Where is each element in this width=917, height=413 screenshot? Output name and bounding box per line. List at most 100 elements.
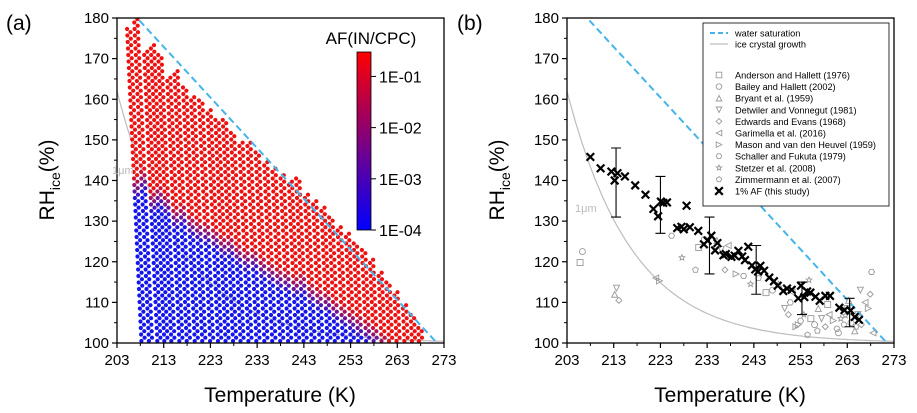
af-point: [339, 251, 345, 256]
af-point: [221, 124, 226, 129]
af-point: [234, 173, 239, 178]
literature-point: [857, 321, 865, 329]
af-point: [211, 173, 216, 178]
af-point: [189, 205, 194, 210]
panel-a-ytick-label: 180: [84, 10, 109, 27]
af-point: [259, 212, 264, 217]
af-point: [303, 208, 308, 214]
af-point: [262, 270, 267, 275]
af-point: [195, 166, 200, 171]
af-point: [162, 189, 167, 194]
af-point: [145, 238, 150, 243]
af-point: [286, 338, 291, 343]
af-point: [191, 238, 196, 243]
af-point: [206, 130, 211, 136]
af-point: [393, 319, 398, 324]
af-point: [185, 182, 190, 188]
af-point: [267, 199, 272, 204]
af-point: [309, 332, 314, 337]
af-point: [154, 332, 160, 337]
af-point: [255, 296, 260, 301]
af-point: [350, 303, 355, 308]
af-point: [149, 65, 154, 71]
af-point: [208, 182, 213, 188]
af-point: [310, 290, 315, 295]
af-point: [251, 199, 256, 204]
af-point: [190, 231, 196, 236]
af-point: [191, 319, 196, 324]
af-point: [143, 192, 148, 197]
panel-b-xtick-label: 263: [835, 352, 860, 369]
af-point: [171, 134, 176, 139]
af-point: [165, 91, 170, 97]
literature-point: [651, 274, 660, 282]
af-point: [262, 283, 268, 288]
af-point: [270, 182, 276, 188]
af-point: [132, 189, 137, 194]
af-point: [210, 215, 215, 220]
af-point: [176, 88, 181, 93]
af-point: [404, 309, 409, 314]
af-point: [234, 247, 239, 253]
af-point: [284, 244, 290, 249]
af-point: [317, 332, 322, 337]
af-point: [387, 283, 392, 288]
af-point: [273, 335, 278, 340]
af-point: [173, 192, 178, 197]
af-point: [159, 286, 164, 292]
af-point: [257, 173, 262, 178]
af-point: [315, 238, 321, 243]
af-point: [192, 176, 197, 181]
af-point: [136, 199, 141, 204]
af-point: [186, 208, 191, 214]
af-point: [242, 192, 248, 197]
af-point: [210, 153, 215, 158]
af-point: [323, 225, 328, 230]
af-point: [235, 267, 240, 272]
af-point: [265, 234, 270, 240]
af-point: [136, 267, 141, 272]
af-point: [297, 260, 302, 266]
af-point: [401, 325, 406, 331]
panel-a-xtick-label: 243: [291, 352, 316, 369]
af-point: [294, 283, 299, 288]
af-point: [238, 163, 243, 168]
af-point: [359, 335, 364, 340]
af-point: [291, 273, 296, 279]
af-point: [192, 257, 197, 262]
af-point: [198, 312, 204, 318]
af-point: [337, 260, 342, 266]
af-point: [138, 163, 143, 168]
af-point: [300, 319, 305, 324]
af-point: [134, 234, 139, 240]
af-point: [194, 221, 199, 227]
af-point: [356, 338, 361, 343]
af-point: [329, 267, 334, 272]
panel-a-xtick-label: 263: [385, 352, 410, 369]
af-point: [272, 309, 277, 314]
af-point: [189, 199, 194, 204]
af-point: [276, 293, 281, 298]
af-point: [392, 299, 397, 305]
af-point: [269, 251, 274, 256]
af-point: [363, 319, 368, 324]
af-point: [295, 309, 301, 314]
af-point: [284, 225, 289, 230]
colorbar-tick-label: 1E-02: [379, 121, 422, 138]
af-point: [143, 72, 148, 77]
af-point: [185, 290, 190, 295]
af-point: [192, 270, 197, 275]
legend-label: Anderson and Hallett (1976): [735, 71, 850, 81]
af-point: [227, 260, 232, 266]
af-point: [228, 293, 233, 298]
af-point: [304, 241, 310, 246]
af-point: [289, 247, 294, 253]
af-point: [338, 299, 344, 305]
af-point: [380, 290, 385, 295]
af-point: [240, 215, 245, 220]
this-study-point: [606, 166, 616, 177]
af-point: [160, 306, 165, 311]
af-point: [356, 270, 361, 275]
af-point: [215, 319, 220, 324]
af-point: [247, 303, 253, 308]
